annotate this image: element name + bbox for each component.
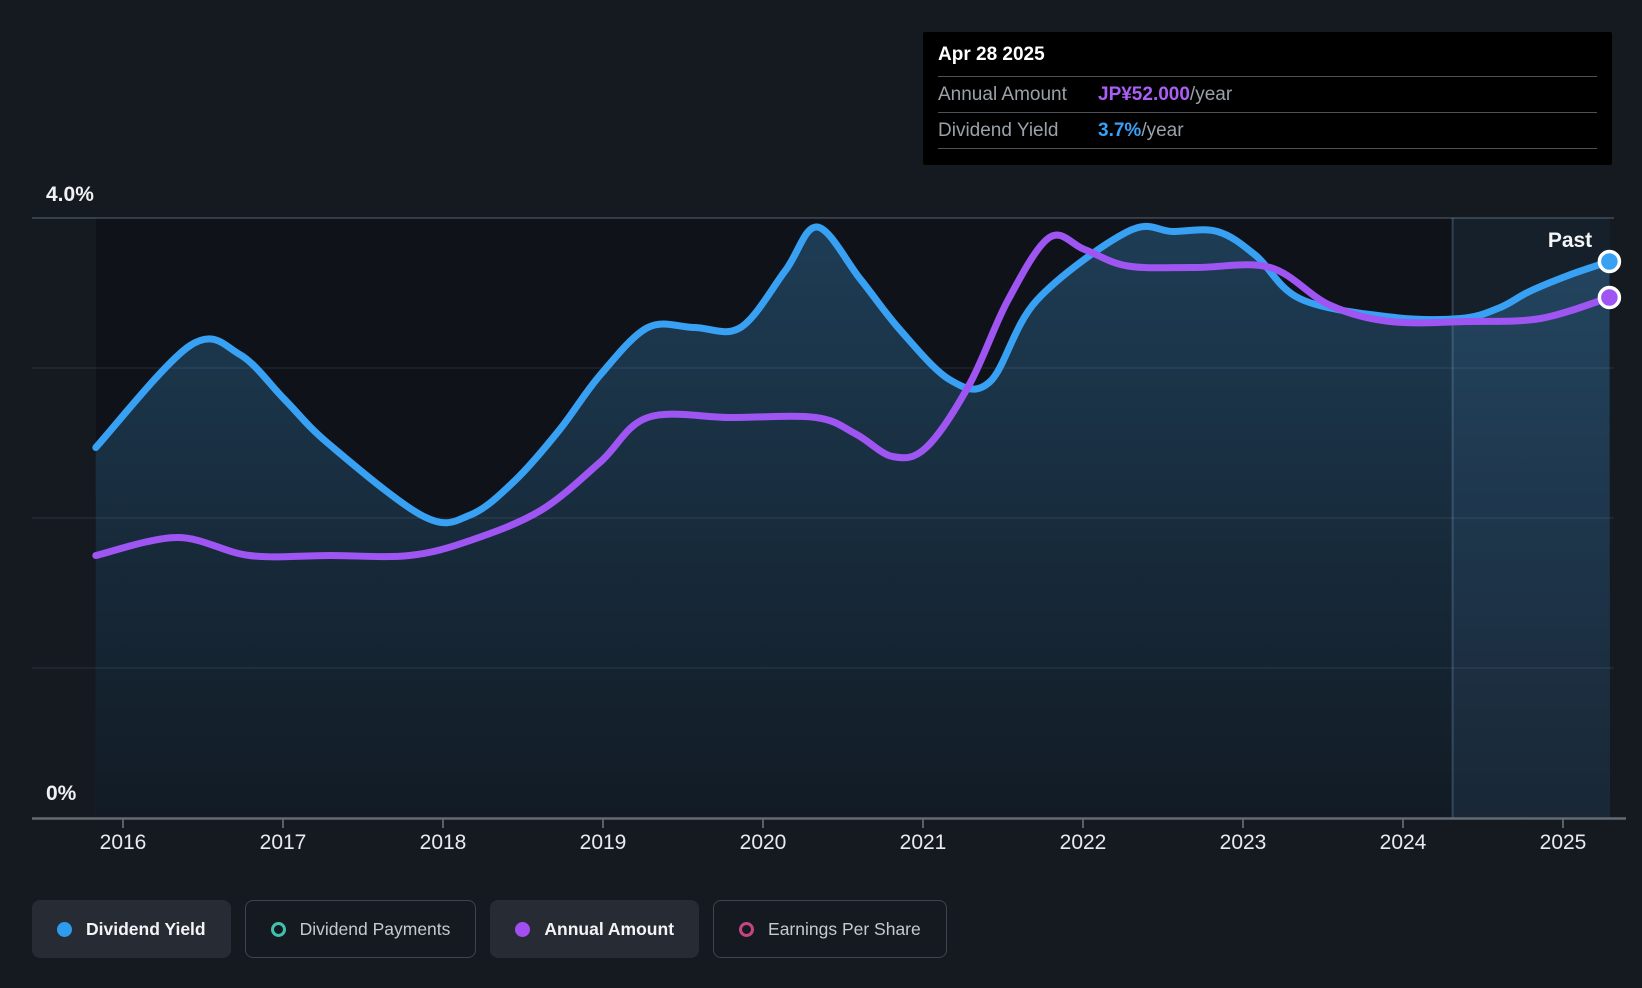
x-axis-label-2016: 2016 (99, 831, 147, 854)
past-label: Past (1547, 229, 1593, 252)
annual-amount-line[interactable] (92, 231, 1613, 561)
x-axis-label-2024: 2024 (1379, 831, 1427, 854)
legend-item-label: Annual Amount (544, 918, 675, 939)
legend-item-earnings-per-share[interactable]: Earnings Per Share (713, 900, 947, 958)
x-axis-label-2017: 2017 (259, 831, 307, 854)
x-axis-label-2019: 2019 (579, 831, 627, 854)
legend-item-label: Earnings Per Share (768, 918, 921, 939)
tooltip-value: JP¥52.000 (1098, 83, 1190, 105)
x-axis-label-2022: 2022 (1059, 831, 1107, 854)
y-axis-label-top: 4.0% (46, 183, 94, 206)
dividend-yield-line[interactable] (92, 222, 1613, 527)
tooltip-date: Apr 28 2025 (938, 44, 1045, 65)
tooltip-row-annual-amount: Annual Amount JP¥52.000 /year (938, 76, 1597, 112)
tooltip-label: Annual Amount (938, 83, 1067, 105)
x-axis-label-2020: 2020 (739, 831, 787, 854)
y-axis-label-bottom: 0% (46, 782, 77, 805)
legend-item-label: Dividend Yield (86, 918, 206, 939)
x-axis-label-2023: 2023 (1219, 831, 1267, 854)
tooltip-value: 3.7% (1098, 119, 1142, 141)
annual-amount-end-marker[interactable] (1597, 285, 1622, 310)
legend-item-dividend-payments[interactable]: Dividend Payments (244, 900, 477, 958)
legend-item-label: Dividend Payments (299, 918, 451, 939)
x-axis-label-2021: 2021 (899, 831, 947, 854)
dividend-yield-dot-icon (57, 921, 72, 937)
x-axis-label-2025: 2025 (1539, 831, 1587, 854)
dividend-yield-end-marker[interactable] (1597, 249, 1622, 274)
dividend-yield-area-fill (95, 226, 1610, 818)
tooltip: Apr 28 2025 Annual Amount JP¥52.000 /yea… (923, 32, 1612, 165)
legend-item-dividend-yield[interactable]: Dividend Yield (32, 900, 231, 958)
tooltip-value-suffix: /year (1141, 119, 1184, 141)
x-axis-label-2018: 2018 (419, 831, 467, 854)
dividend-payments-ring-icon (270, 921, 286, 937)
tooltip-label: Dividend Yield (938, 119, 1059, 141)
tooltip-bottom-rule (938, 148, 1597, 149)
legend: Dividend Yield Dividend Payments Annual Am… (32, 900, 947, 958)
tooltip-value-suffix: /year (1189, 83, 1233, 105)
gridlines (32, 217, 1614, 669)
x-axis-ticks (122, 819, 1564, 828)
tooltip-row-dividend-yield: Dividend Yield 3.7% /year (938, 112, 1597, 148)
legend-item-annual-amount[interactable]: Annual Amount (490, 900, 700, 958)
earnings-per-share-ring-icon (739, 921, 755, 937)
annual-amount-dot-icon (515, 921, 531, 937)
